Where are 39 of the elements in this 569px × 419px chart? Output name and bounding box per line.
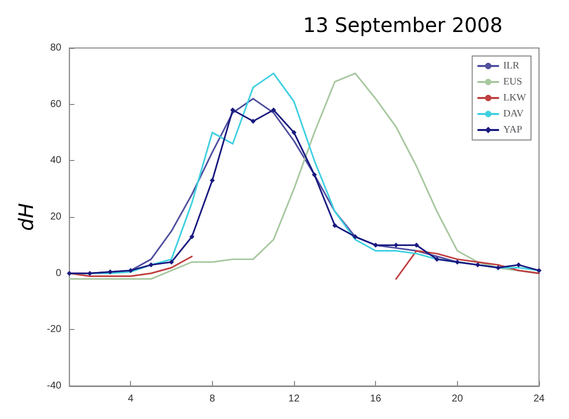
y-tick-label: 20 [50,212,62,222]
point [332,222,338,228]
point [250,118,256,124]
point [291,130,296,135]
point [148,262,154,268]
point [271,107,276,112]
legend-label: EUS [503,76,522,88]
point [536,268,542,274]
x-tick-label: 4 [128,394,134,404]
y-tick-label: -20 [46,324,62,336]
point [454,260,460,265]
legend-label: LKW [503,92,527,104]
x-tick-label: 8 [210,394,216,404]
point [312,172,317,178]
x-tick-label: 20 [452,394,464,404]
point [516,262,522,268]
chart-title: 13 September 2008 [303,13,503,37]
y-axis-title: dH [14,203,38,231]
y-tick-label: -40 [46,380,62,392]
legend-label: YAP [503,124,523,136]
legend-label: ILR [503,60,520,72]
point [128,268,134,274]
point [352,234,358,240]
point [475,262,480,268]
point [210,178,215,183]
point [168,260,174,265]
x-tick-label: 16 [370,394,382,404]
point [189,234,194,240]
y-tick-label: 40 [50,155,62,166]
x-tick-label: 24 [533,394,545,404]
x-tick-label: 12 [288,394,300,404]
y-tick-label: 60 [50,98,62,110]
point [66,270,72,276]
y-tick-label: 80 [50,42,62,54]
point [496,265,501,270]
legend-label: DAV [503,108,524,120]
point [230,107,236,112]
y-tick-label: 0 [56,268,62,279]
point [434,256,440,262]
